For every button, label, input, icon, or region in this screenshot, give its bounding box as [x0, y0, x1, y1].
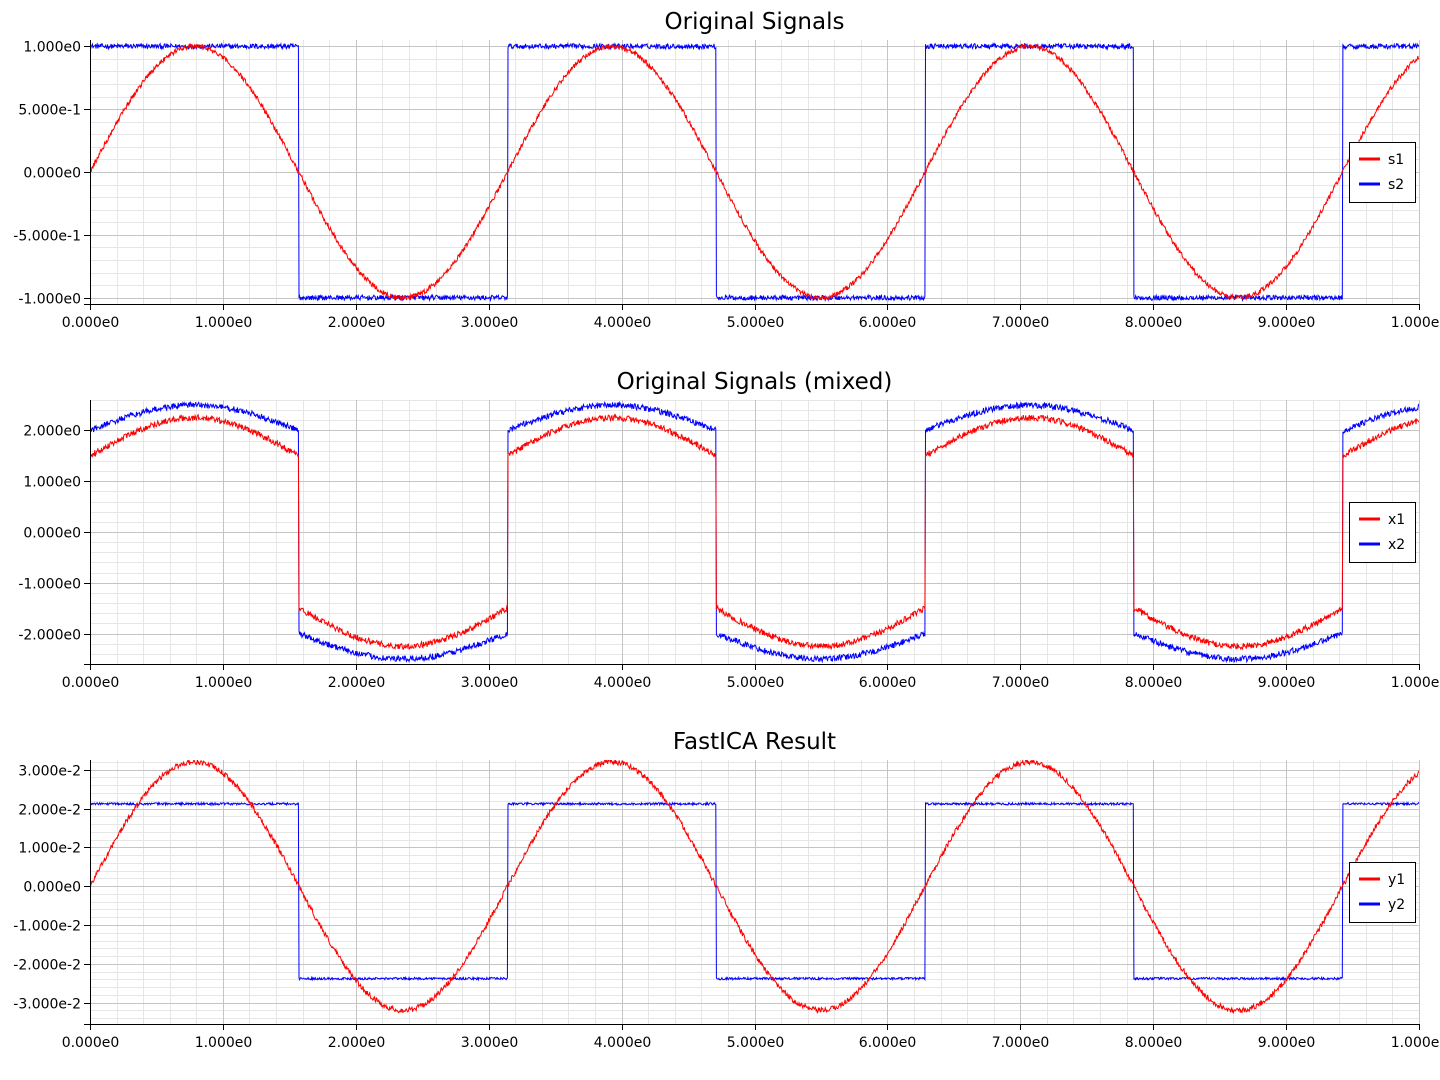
legend-box: [1349, 502, 1416, 563]
y-tick-label: -3.000e-2: [13, 997, 81, 1013]
x-tick-label: 4.000e0: [594, 315, 652, 331]
x-tick-label: 4.000e0: [594, 1035, 652, 1051]
y-tick-label: 2.000e0: [23, 424, 81, 440]
x-tick-label: 8.000e0: [1125, 675, 1183, 691]
x-tick-label: 4.000e0: [594, 675, 652, 691]
chart-title: Original Signals: [665, 9, 845, 35]
chart-original-signals-mixed: 0.000e0 1.000e0 2.000e0 3.000e0 4.000e0 5.000…: [18, 369, 1440, 691]
x-tick-label: 5.000e0: [727, 675, 785, 691]
legend-label: y2: [1388, 897, 1405, 913]
x-tick-label: 6.000e0: [859, 315, 917, 331]
y-tick-label: -2.000e0: [18, 628, 81, 644]
series-group: [90, 41, 1419, 303]
plot-area: [90, 760, 1419, 1024]
x-tick-label: 1.000e0: [195, 315, 253, 331]
series-line-y1: [90, 760, 1419, 1015]
x-tick-label: 2.000e0: [328, 675, 386, 691]
legend-box: [1349, 142, 1416, 203]
y-tick-label: 1.000e0: [23, 40, 81, 56]
y-tick-label: -2.000e-2: [13, 958, 81, 974]
x-tick-label: 5.000e0: [727, 1035, 785, 1051]
chart-original-signals: 0.000e0 1.000e0 2.000e0 3.000e0 4.000e0 5.000…: [13, 9, 1440, 331]
y-tick-label: 2.000e-2: [18, 803, 81, 819]
y-tick-label: -5.000e-1: [13, 229, 81, 245]
x-tick-label: 0.000e0: [62, 675, 120, 691]
x-tick-label: 2.000e0: [328, 315, 386, 331]
y-tick-label: 0.000e0: [23, 880, 81, 896]
y-tick-label: 3.000e-2: [18, 764, 81, 780]
x-tick-label: 8.000e0: [1125, 315, 1183, 331]
series-line-x1: [90, 413, 1419, 651]
x-tick-label: 0.000e0: [62, 1035, 120, 1051]
x-tick-label: 7.000e0: [992, 675, 1050, 691]
x-tick-label: 8.000e0: [1125, 1035, 1183, 1051]
y-tick-label: -1.000e-2: [13, 919, 81, 935]
x-tick-label: 6.000e0: [859, 1035, 917, 1051]
chart-title: FastICA Result: [673, 729, 836, 755]
legend-label: x2: [1388, 537, 1405, 553]
y-tick-label: -1.000e0: [18, 577, 81, 593]
legend: s1 s2: [1349, 142, 1416, 203]
series-group: [90, 760, 1419, 1015]
x-tick-label: 6.000e0: [859, 675, 917, 691]
legend-label: y1: [1388, 872, 1405, 888]
legend-label: x1: [1388, 512, 1405, 528]
x-tick-label: 3.000e0: [461, 675, 519, 691]
y-tick-label: -1.000e0: [18, 292, 81, 308]
x-tick-label: 1.000e0: [195, 675, 253, 691]
legend: y1 y2: [1349, 862, 1416, 923]
x-tick-label: 7.000e0: [992, 1035, 1050, 1051]
y-tick-label: 0.000e0: [23, 526, 81, 542]
x-tick-label: 5.000e0: [727, 315, 785, 331]
legend: x1 x2: [1349, 502, 1416, 563]
legend-label: s2: [1388, 177, 1404, 193]
series-line-s1: [90, 42, 1419, 302]
x-tick-label: 9.000e0: [1258, 675, 1316, 691]
y-tick-label: 0.000e0: [23, 166, 81, 182]
x-tick-label: 9.000e0: [1258, 1035, 1316, 1051]
x-tick-label: 3.000e0: [461, 315, 519, 331]
series-line-s2: [90, 41, 1419, 303]
legend-box: [1349, 862, 1416, 923]
x-tick-label: 2.000e0: [328, 1035, 386, 1051]
chart-title: Original Signals (mixed): [617, 369, 893, 395]
x-tick-label: 0.000e0: [62, 315, 120, 331]
x-tick-label: 3.000e0: [461, 1035, 519, 1051]
y-tick-label: 1.000e-2: [18, 841, 81, 857]
chart-fastica-result: 0.000e0 1.000e0 2.000e0 3.000e0 4.000e0 5.000…: [13, 729, 1440, 1051]
major-grid: [90, 760, 1420, 1024]
x-tick-label: 1.000e0: [195, 1035, 253, 1051]
series-line-y2: [90, 800, 1419, 982]
x-tick-label: 7.000e0: [992, 315, 1050, 331]
series-line-x2: [90, 400, 1419, 664]
y-tick-label: 5.000e-1: [18, 103, 81, 119]
y-tick-label: 1.000e0: [23, 475, 81, 491]
legend-label: s1: [1388, 152, 1404, 168]
series-group: [90, 400, 1419, 664]
x-tick-label: 9.000e0: [1258, 315, 1316, 331]
